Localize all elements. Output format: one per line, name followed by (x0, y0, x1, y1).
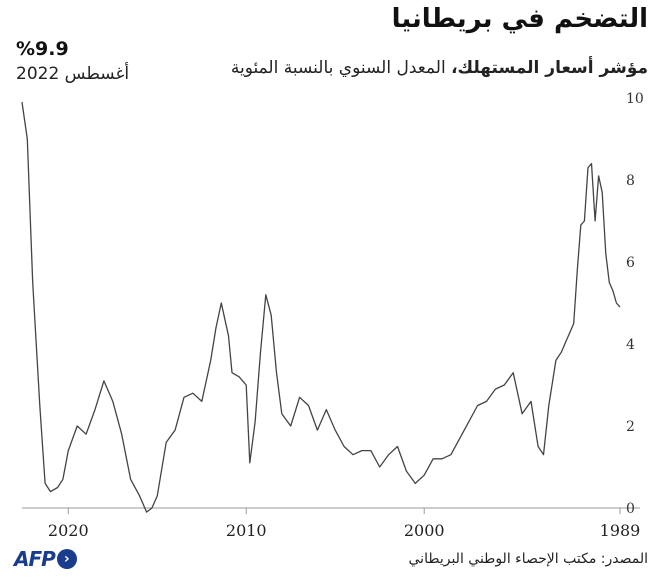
latest-date: أغسطس 2022 (16, 64, 130, 84)
afp-logo-icon: › (56, 549, 77, 569)
x-tick-label: 2000 (404, 521, 445, 540)
y-tick-label: 2 (626, 419, 635, 435)
cpi-series-line (21, 102, 621, 513)
y-tick-label: 8 (626, 173, 635, 189)
chart-title: التضخم في بريطانيا (391, 4, 648, 34)
afp-logo: AFP › (14, 547, 77, 571)
y-tick-label: 4 (626, 337, 635, 353)
subtitle-rest: المعدل السنوي بالنسبة المئوية (230, 58, 452, 78)
afp-logo-text: AFP (14, 547, 56, 571)
subtitle-bold: مؤشر أسعار المستهلك، (451, 58, 648, 78)
source-note: المصدر: مكتب الإحصاء الوطني البريطاني (408, 551, 648, 567)
chart-subtitle: مؤشر أسعار المستهلك، المعدل السنوي بالنس… (231, 58, 648, 78)
x-tick-label: 2010 (226, 521, 267, 540)
x-tick-label: 1989 (600, 521, 641, 540)
y-tick-label: 6 (626, 255, 635, 271)
y-tick-label: 0 (626, 501, 635, 517)
x-tick-label: 2020 (48, 521, 89, 540)
y-tick-label: 10 (626, 91, 644, 107)
latest-value: %9.9 (16, 38, 69, 60)
